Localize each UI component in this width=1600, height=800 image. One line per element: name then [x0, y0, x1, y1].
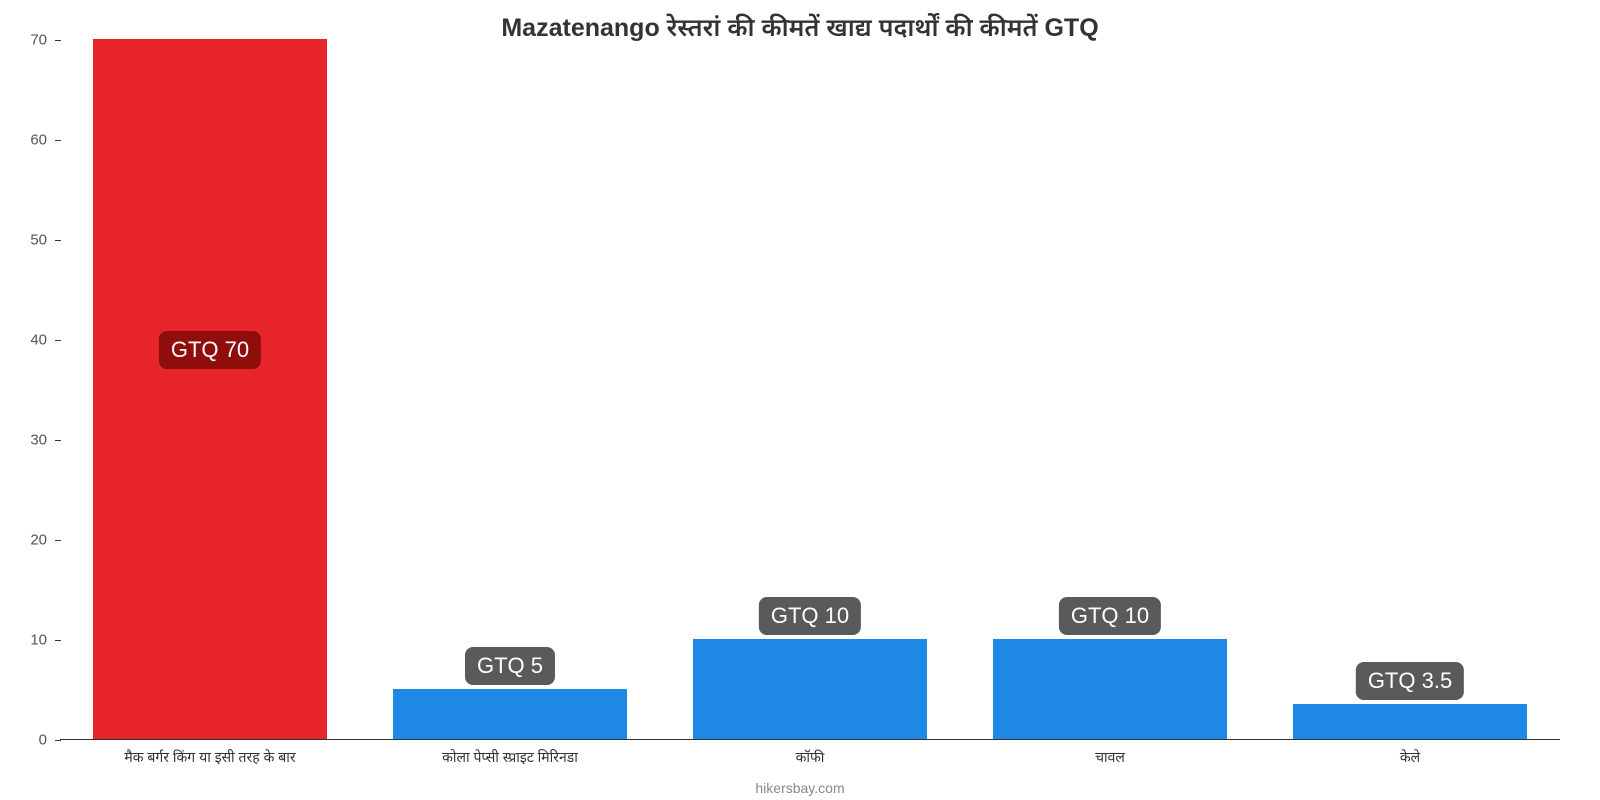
bar: [693, 639, 927, 739]
attribution-text: hikersbay.com: [0, 780, 1600, 796]
y-tick-label: 20: [30, 532, 47, 549]
y-tick-label: 40: [30, 332, 47, 349]
bar-group: GTQ 10: [993, 39, 1227, 739]
bar-value-label: GTQ 5: [465, 647, 555, 685]
y-tick-label: 30: [30, 432, 47, 449]
x-axis-label: कोला पेप्सी स्प्राइट मिरिनडा: [442, 748, 578, 767]
x-axis-label: कॉफी: [796, 748, 825, 767]
bar-value-label: GTQ 10: [1059, 597, 1161, 635]
bar-group: GTQ 70: [93, 39, 327, 739]
y-tick-label: 60: [30, 132, 47, 149]
bar-group: GTQ 5: [393, 39, 627, 739]
y-tick-mark: [55, 740, 61, 741]
price-bar-chart: Mazatenango रेस्तरां की कीमतें खाद्य पदा…: [0, 0, 1600, 800]
y-tick-label: 10: [30, 632, 47, 649]
bar-value-label: GTQ 10: [759, 597, 861, 635]
bar-value-label: GTQ 3.5: [1356, 662, 1464, 700]
x-axis-label: मैक बर्गर किंग या इसी तरह के बार: [124, 748, 295, 767]
plot-area: GTQ 70 GTQ 5 GTQ 10 GTQ 10 GTQ 3.5: [60, 40, 1560, 740]
y-axis-ticks: 010203040506070: [0, 40, 55, 740]
bar: [993, 639, 1227, 739]
x-axis-label: केले: [1400, 748, 1420, 767]
y-tick-label: 70: [30, 32, 47, 49]
y-tick-label: 50: [30, 232, 47, 249]
bar: [93, 39, 327, 739]
bar-group: GTQ 10: [693, 39, 927, 739]
x-axis-labels: मैक बर्गर किंग या इसी तरह के बार कोला पेप…: [60, 748, 1560, 778]
bar-group: GTQ 3.5: [1293, 39, 1527, 739]
bar-value-label: GTQ 70: [159, 331, 261, 369]
x-axis-label: चावल: [1095, 748, 1125, 767]
bar: [393, 689, 627, 739]
bar: [1293, 704, 1527, 739]
y-tick-label: 0: [39, 732, 47, 749]
